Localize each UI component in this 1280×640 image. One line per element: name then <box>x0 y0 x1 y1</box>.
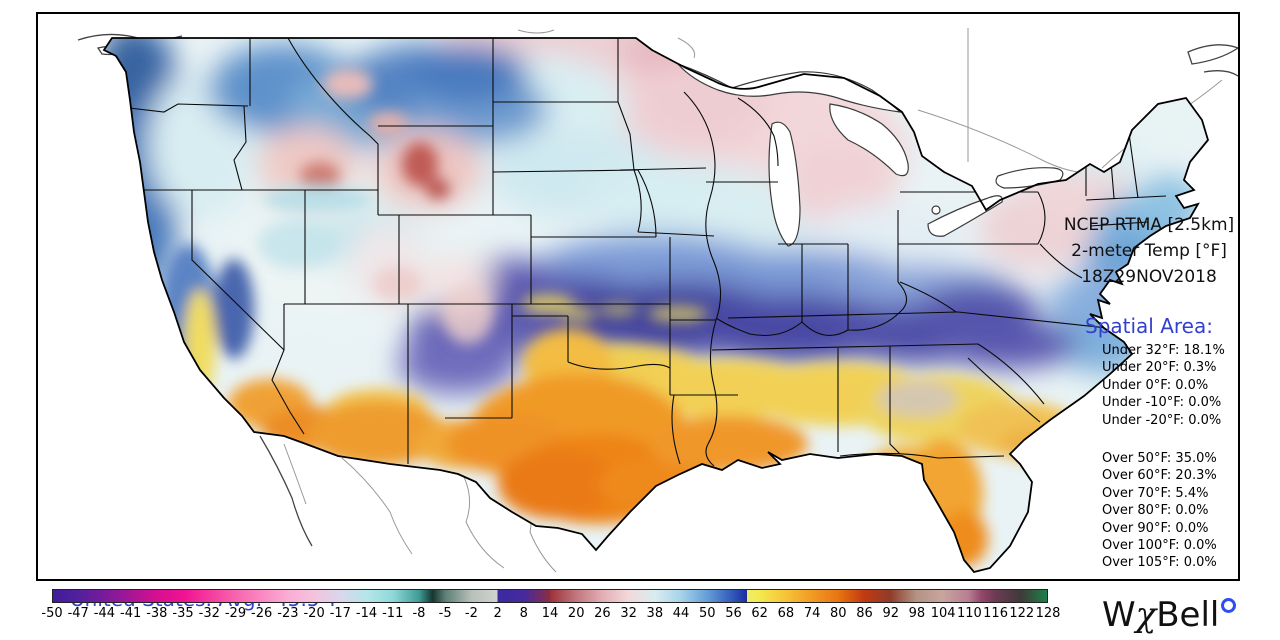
colorbar-tick-label: -2 <box>464 606 478 621</box>
spatial-stat-line: Over 105°F: 0.0% <box>1102 555 1217 571</box>
colorbar-tick-label: -32 <box>198 606 220 621</box>
colorbar-tick-label: 128 <box>1035 606 1061 621</box>
colorbar-tick-label: -8 <box>412 606 426 621</box>
colorbar-tick-label: 86 <box>856 606 873 621</box>
colorbar-tick-label: 74 <box>803 606 821 621</box>
state-borders <box>111 38 1167 467</box>
colorbar-tick-label: 56 <box>725 606 742 621</box>
colorbar-tick-label: 38 <box>646 606 664 621</box>
colorbar-tick-label: 50 <box>698 606 716 621</box>
spatial-stat-line: Over 70°F: 5.4% <box>1102 485 1209 501</box>
spatial-stat-line: Over 60°F: 20.3% <box>1102 468 1217 484</box>
colorbar-tick-label: -44 <box>93 606 116 621</box>
colorbar-tick-label: 122 <box>1009 606 1035 621</box>
colorbar-gradient <box>52 589 1048 603</box>
map-frame: NCEP RTMA [2.5km] 2-meter Temp [°F] 18Z2… <box>36 12 1242 611</box>
valid-time: 18Z29NOV2018 <box>1081 267 1217 287</box>
over-threshold-stats: Over 50°F: 35.0% Over 60°F: 20.3% Over 70°… <box>1102 450 1242 572</box>
us-summary: United States: Avg: 45.5°F Min: 7.8°F Ma… <box>70 529 341 640</box>
logo-w: W <box>1102 595 1136 635</box>
colorbar-tick-label: 98 <box>908 606 926 621</box>
colorbar-tick-label: -50 <box>41 606 63 621</box>
colorbar-tick-label: 14 <box>541 606 559 621</box>
spatial-stat-line: Under 0°F: 0.0% <box>1102 377 1209 393</box>
temperature-field <box>104 38 1208 572</box>
colorbar-tick-label: 2 <box>493 606 502 621</box>
logo-bell: Bell <box>1156 595 1220 635</box>
colorbar-tick-row: -50 -47 -44 -41 -38 -35 -32 -29 -26 -23 -20 -17 -14-… <box>41 606 1060 622</box>
spatial-stat-line: Over 80°F: 0.0% <box>1102 503 1209 519</box>
colorbar-tick-label: -11 <box>382 606 404 621</box>
spatial-stat-line: Over 90°F: 0.0% <box>1102 520 1209 536</box>
colorbar-tick-label: -29 <box>224 606 247 621</box>
colorbar-tick-label: -5 <box>438 606 452 621</box>
under-threshold-stats: Under 32°F: 18.1% Under 20°F: 0.3% Under 0… <box>1102 342 1242 429</box>
colorbar-tick-label: 80 <box>830 606 847 621</box>
colorbar-tick-label: 116 <box>983 606 1008 621</box>
colorbar-tick-label: -41 <box>120 606 142 621</box>
colorbar-tick-label: 44 <box>672 606 690 621</box>
colorbar-tick-label: 20 <box>567 606 585 621</box>
us-temperature-map <box>77 28 1238 574</box>
model-name: NCEP RTMA [2.5km] <box>1063 215 1235 235</box>
spatial-stat-line: Under -10°F: 0.0% <box>1102 395 1222 411</box>
us-outline <box>102 37 1209 574</box>
spatial-area-heading: Spatial Area: <box>1085 314 1213 338</box>
colorbar-tick-label: 26 <box>594 606 611 621</box>
colorbar-tick-label: -14 <box>355 606 378 621</box>
spatial-stat-line: Under 20°F: 0.3% <box>1102 360 1217 376</box>
spatial-stat-line: Under 32°F: 18.1% <box>1102 343 1225 358</box>
colorbar-tick-label: 62 <box>751 606 768 621</box>
colorbar-tick-label: 92 <box>882 606 900 621</box>
colorbar-tick-label: 68 <box>777 606 795 621</box>
degree-icon <box>1221 598 1237 613</box>
colorbar-tick-label: -23 <box>277 606 299 621</box>
spatial-stat-line: Over 100°F: 0.0% <box>1102 538 1217 554</box>
colorbar-tick-label: 104 <box>930 606 956 621</box>
weatherbell-logo: WχBell <box>1102 595 1237 635</box>
spatial-stat-line: Under -20°F: 0.0% <box>1102 412 1222 428</box>
colorbar-tick-label: -17 <box>329 606 351 621</box>
variable-name: 2-meter Temp [°F] <box>1071 241 1227 261</box>
colorbar-tick-label: -38 <box>146 606 168 621</box>
colorbar-tick-label: -47 <box>67 606 89 621</box>
spatial-stat-line: Over 50°F: 35.0% <box>1102 451 1217 466</box>
colorbar-tick-label: -20 <box>303 606 325 621</box>
colorbar-tick-label: -26 <box>251 606 273 621</box>
colorbar-tick-label: 110 <box>956 606 982 621</box>
map-title-block: NCEP RTMA [2.5km] 2-meter Temp [°F] 18Z2… <box>1056 212 1242 290</box>
colorbar-tick-label: 32 <box>620 606 637 621</box>
colorbar-tick-label: -35 <box>172 606 194 621</box>
logo-chi: χ <box>1135 595 1157 635</box>
colorbar-tick-label: 8 <box>519 606 528 621</box>
